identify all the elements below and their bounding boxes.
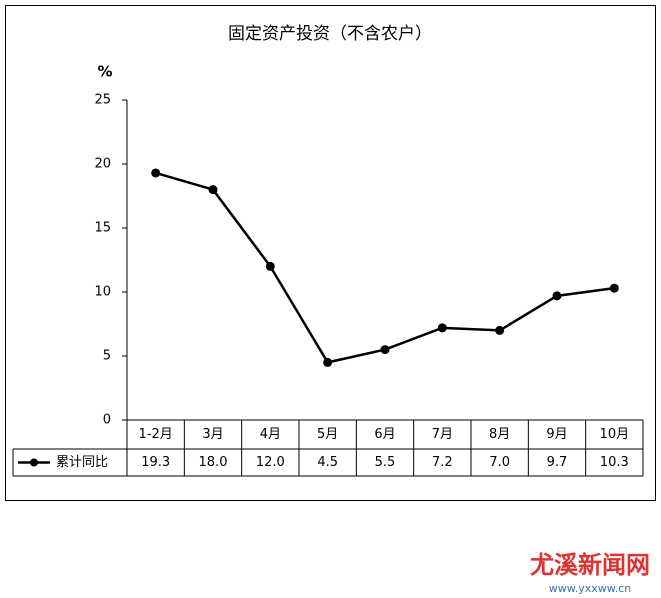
value-label: 7.2: [432, 455, 453, 470]
chart-border: [5, 5, 656, 501]
value-label: 10.3: [600, 455, 629, 470]
marker: [208, 185, 218, 195]
value-label: 19.3: [141, 455, 170, 470]
y-axis-label: %: [97, 63, 112, 81]
marker: [609, 283, 619, 293]
watermark-url: www.yxxww.cn: [549, 582, 632, 595]
value-label: 4.5: [317, 455, 338, 470]
value-label: 12.0: [256, 455, 285, 470]
watermark-name: 尤溪新闻网: [530, 551, 650, 579]
x-tick-label: 1-2月: [139, 427, 173, 442]
value-label: 7.0: [489, 455, 510, 470]
y-tick-label: 20: [94, 157, 111, 172]
x-tick-label: 7月: [432, 427, 453, 442]
x-tick-label: 3月: [202, 427, 223, 442]
marker: [151, 168, 161, 178]
legend-label: 累计同比: [56, 455, 108, 470]
y-tick-label: 25: [94, 93, 111, 108]
chart-title: 固定资产投资（不含农户）: [228, 24, 432, 44]
y-tick-label: 15: [94, 221, 111, 236]
x-tick-label: 8月: [489, 427, 510, 442]
x-tick-label: 9月: [546, 427, 567, 442]
x-tick-label: 6月: [374, 427, 395, 442]
value-label: 18.0: [199, 455, 228, 470]
value-label: 9.7: [547, 455, 568, 470]
x-tick-label: 5月: [317, 427, 338, 442]
x-tick-label: 4月: [260, 427, 281, 442]
marker: [265, 261, 275, 271]
value-label: 5.5: [375, 455, 396, 470]
marker: [380, 345, 390, 355]
marker: [495, 325, 505, 335]
marker: [437, 323, 447, 333]
marker: [323, 357, 333, 367]
y-tick-label: 0: [103, 413, 111, 428]
y-tick-label: 5: [103, 349, 111, 364]
marker: [552, 291, 562, 301]
x-tick-label: 10月: [600, 427, 630, 442]
y-tick-label: 10: [94, 285, 111, 300]
legend-marker: [30, 458, 38, 467]
